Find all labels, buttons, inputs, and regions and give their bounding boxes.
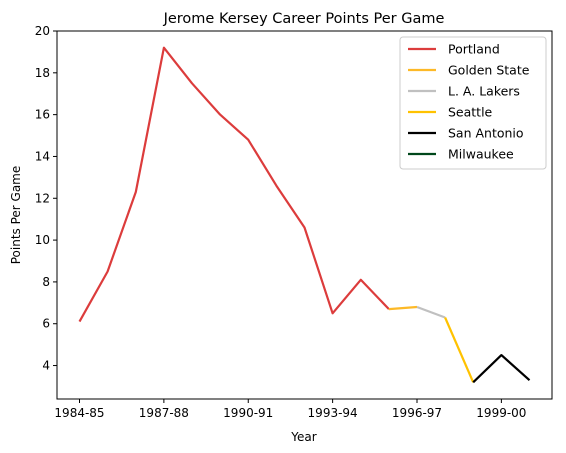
legend-entry: Seattle	[448, 105, 493, 120]
y-tick-label: 6	[42, 317, 50, 331]
legend-entry: L. A. Lakers	[448, 84, 520, 99]
legend-entry: Portland	[448, 42, 500, 57]
y-axis-label: Points Per Game	[9, 166, 23, 265]
y-tick-label: 18	[35, 66, 50, 80]
x-tick-label: 1987-88	[139, 406, 189, 420]
legend-entry: San Antonio	[448, 126, 524, 141]
y-tick-label: 8	[42, 275, 50, 289]
y-tick-label: 10	[35, 233, 50, 247]
series-line	[78, 46, 390, 323]
legend-entry: Milwaukee	[448, 147, 514, 162]
y-tick-label: 4	[42, 359, 50, 373]
chart-title: Jerome Kersey Career Points Per Game	[163, 11, 445, 27]
axis-ticks: 4 6 8 10 12 14 16 18 20 1984-85 1987-88 1990-91 1993…	[35, 24, 527, 420]
y-tick-label: 12	[35, 191, 50, 205]
y-tick-label: 16	[35, 108, 50, 122]
series-line	[416, 305, 446, 319]
x-tick-label: 1993-94	[308, 406, 358, 420]
legend: Portland Golden State L. A. Lakers Seattle S…	[399, 36, 547, 170]
x-tick-label: 1990-91	[223, 406, 273, 420]
series-line	[388, 305, 418, 311]
plot-frame	[56, 30, 553, 400]
series-lines	[78, 46, 531, 384]
y-tick-label: 14	[35, 149, 50, 163]
x-axis-label: Year	[290, 430, 316, 444]
x-tick-label: 1996-97	[392, 406, 442, 420]
x-tick-label: 1999-00	[476, 406, 526, 420]
x-tick-label: 1984-85	[54, 406, 104, 420]
series-line	[444, 317, 475, 383]
y-tick-label: 20	[35, 24, 50, 38]
legend-box	[399, 36, 547, 170]
legend-entry: Golden State	[448, 63, 530, 78]
series-line	[472, 354, 531, 384]
